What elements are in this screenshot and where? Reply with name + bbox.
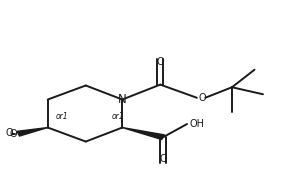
Polygon shape (17, 128, 48, 136)
Text: O: O (198, 93, 206, 103)
Text: OH: OH (190, 119, 205, 129)
Text: O: O (159, 154, 167, 164)
Text: N: N (118, 93, 127, 106)
Text: or1: or1 (112, 112, 124, 121)
Text: O: O (6, 128, 13, 138)
Text: O: O (9, 129, 17, 139)
Text: or1: or1 (56, 112, 68, 121)
Polygon shape (122, 128, 164, 140)
Text: O: O (156, 57, 164, 67)
